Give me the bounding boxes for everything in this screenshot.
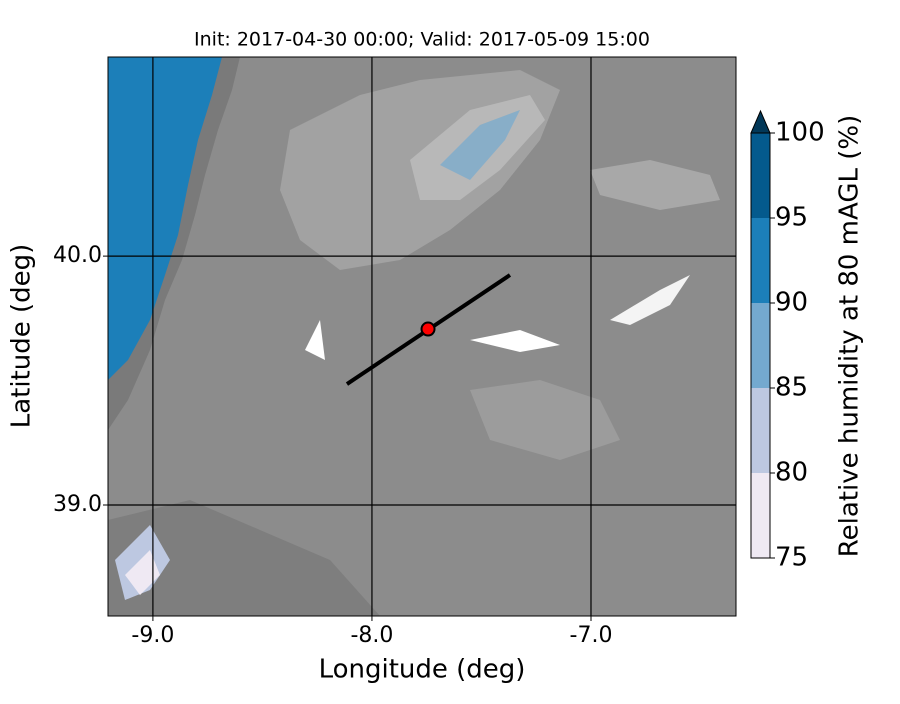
colorbar-segment: [751, 133, 770, 218]
colorbar-tick-label: 80: [775, 458, 808, 488]
colorbar-tick-label: 100: [775, 118, 825, 148]
y-tick-label: 40.0: [53, 243, 102, 268]
colorbar-extension: [750, 109, 771, 134]
terrain: [108, 57, 736, 616]
colorbar-label: Relative humidity at 80 mAGL (%): [835, 115, 865, 557]
colorbar-tick-label: 85: [775, 373, 808, 403]
colorbar-segment: [751, 218, 770, 303]
y-tick-label: 39.0: [53, 492, 102, 517]
chart-title: Init: 2017-04-30 00:00; Valid: 2017-05-0…: [194, 29, 650, 51]
colorbar-tick-label: 95: [775, 203, 808, 233]
colorbar-tick-label: 90: [775, 288, 808, 318]
colorbar-segment: [751, 388, 770, 473]
site-marker: [420, 321, 436, 337]
x-tick-label: -7.0: [570, 623, 613, 648]
colorbar-frame: [750, 132, 771, 559]
colorbar-tick-label: 75: [775, 543, 808, 573]
colorbar-segment: [751, 473, 770, 558]
plot-frame: [107, 56, 737, 617]
x-axis-label: Longitude (deg): [319, 655, 526, 685]
y-axis-label: Latitude (deg): [7, 244, 37, 429]
x-tick-label: -9.0: [131, 623, 174, 648]
colorbar-segment: [751, 303, 770, 388]
x-tick-label: -8.0: [350, 623, 393, 648]
